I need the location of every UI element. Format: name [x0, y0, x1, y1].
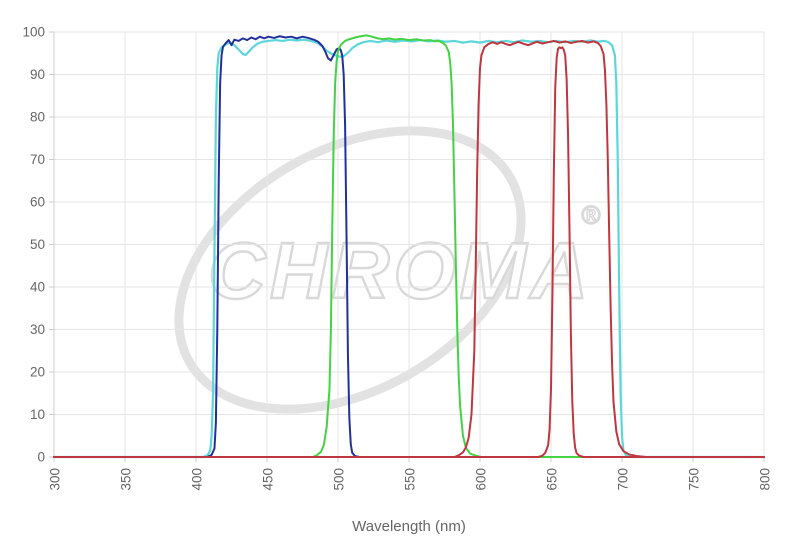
y-tick-label-100: 100 [22, 25, 45, 40]
y-tick-label-40: 40 [30, 280, 45, 295]
x-tick-label-450: 450 [261, 468, 276, 491]
series-green-bandpass-500-580 [53, 34, 765, 458]
y-tick-label-60: 60 [30, 195, 45, 210]
y-tick-label-50: 50 [30, 237, 45, 252]
x-tick-label-500: 500 [332, 468, 347, 491]
x-tick-label-700: 700 [616, 468, 631, 491]
tick-labels: 300 350 400 450 500 550 600 650 700 750 800 0 10 20 30… [22, 25, 772, 491]
y-tick-label-90: 90 [30, 67, 45, 82]
y-tick-label-80: 80 [30, 110, 45, 125]
x-tick-label-300: 300 [48, 468, 63, 491]
x-tick-label-650: 650 [545, 468, 560, 491]
x-tick-label-800: 800 [758, 468, 773, 491]
gridlines [53, 31, 765, 458]
x-tick-label-550: 550 [403, 468, 418, 491]
x-tick-label-350: 350 [119, 468, 134, 491]
watermark: CHROMA ® [174, 126, 602, 414]
y-tick-label-20: 20 [30, 365, 45, 380]
y-tick-label-70: 70 [30, 152, 45, 167]
x-tick-label-750: 750 [687, 468, 702, 491]
watermark-swoosh-ellipse [174, 126, 526, 414]
y-tick-label-30: 30 [30, 322, 45, 337]
x-tick-label-400: 400 [190, 468, 205, 491]
watermark-logo-text: CHROMA [208, 226, 592, 315]
y-tick-label-10: 10 [30, 407, 45, 422]
data-series [52, 34, 766, 459]
x-axis-title: Wavelength (nm) [352, 518, 466, 535]
series-red-narrowband-655 [53, 46, 765, 458]
series-blue-bandpass-417-505 [53, 35, 765, 458]
series-red-wideband-600-690 [53, 39, 765, 458]
x-tick-label-600: 600 [474, 468, 489, 491]
y-tick-label-0: 0 [37, 450, 45, 465]
watermark-registered-icon: ® [581, 200, 601, 230]
